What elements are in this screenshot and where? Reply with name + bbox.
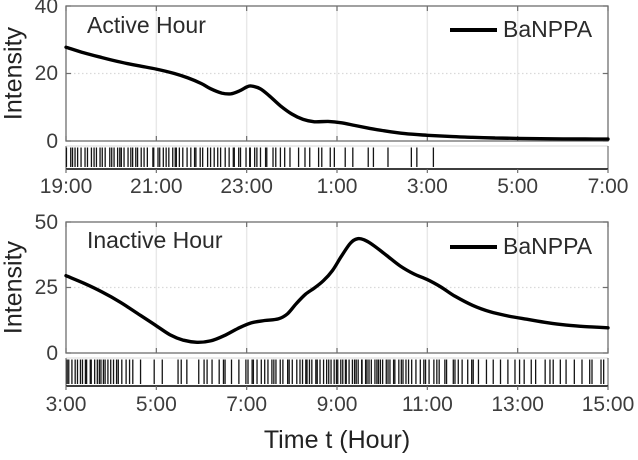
legend-label: BaNPPA (503, 233, 593, 259)
banppa-curve-active-hour (64, 45, 610, 141)
x-tick-label: 11:00 (401, 392, 453, 416)
x-tick-label: 1:00 (316, 174, 358, 198)
plot-title: Active Hour (87, 12, 206, 38)
x-axis-label: Time t (Hour) (263, 426, 411, 454)
plot-title: Inactive Hour (87, 227, 223, 253)
x-tick-label: 3:00 (45, 392, 87, 416)
x-tick-label: 21:00 (130, 174, 183, 198)
x-tick-label: 15:00 (581, 392, 635, 416)
legend-label: BaNPPA (503, 16, 593, 42)
y-tick-label: 50 (34, 210, 58, 234)
y-axis-label: Intensity (0, 26, 28, 120)
y-axis-label: Intensity (0, 240, 28, 334)
y-tick-label: 25 (34, 276, 58, 299)
x-tick-label: 5:00 (135, 392, 177, 416)
x-tick-label: 23:00 (220, 174, 273, 198)
x-tick-label: 9:00 (316, 392, 358, 416)
x-tick-label: 3:00 (406, 174, 448, 198)
x-tick-label: 7:00 (587, 174, 629, 198)
x-tick-label: 13:00 (491, 392, 544, 416)
y-tick-label: 0 (46, 129, 58, 153)
x-tick-label: 7:00 (226, 392, 268, 416)
y-tick-label: 40 (34, 0, 58, 18)
banppa-curve-inactive-hour (64, 236, 610, 345)
x-tick-label: 19:00 (39, 174, 93, 198)
x-tick-label: 5:00 (497, 174, 539, 198)
y-tick-label: 0 (46, 341, 58, 365)
y-tick-label: 20 (34, 62, 58, 85)
